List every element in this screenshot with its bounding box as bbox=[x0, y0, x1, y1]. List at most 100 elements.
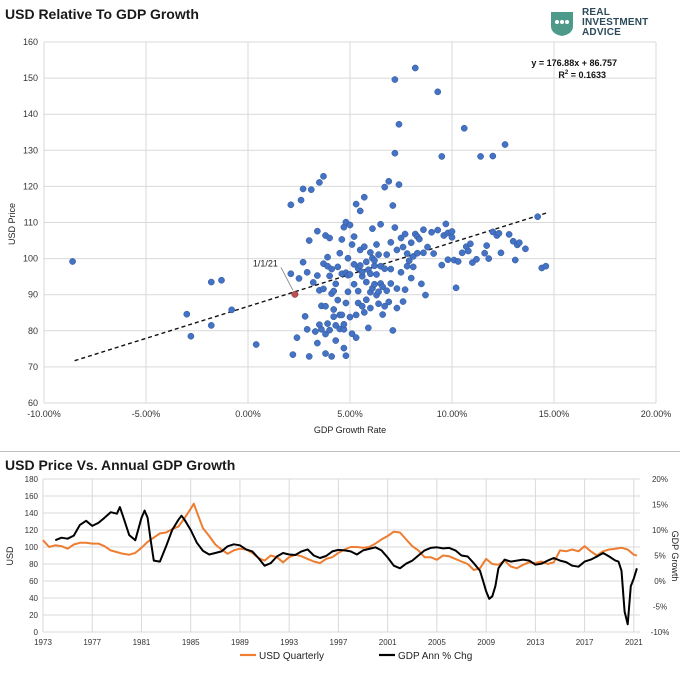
scatter-panel: USD Relative To GDP Growth REAL INVESTME… bbox=[5, 6, 671, 435]
scatter-point bbox=[338, 236, 346, 243]
x-tick-label: 1973 bbox=[34, 638, 52, 647]
scatter-point bbox=[367, 270, 374, 278]
y-tick-label: 40 bbox=[29, 594, 38, 603]
scatter-point bbox=[342, 352, 350, 360]
scatter-point bbox=[354, 287, 362, 295]
scatter-point bbox=[416, 235, 423, 243]
scatter-point bbox=[320, 172, 327, 180]
scatter-point bbox=[511, 256, 519, 264]
scatter-point bbox=[497, 249, 505, 257]
y2-tick-label: 0% bbox=[654, 577, 666, 586]
scatter-point bbox=[438, 153, 446, 160]
scatter-point bbox=[397, 234, 405, 242]
scatter-point bbox=[452, 284, 460, 292]
scatter-point bbox=[428, 228, 435, 236]
scatter-point bbox=[448, 233, 456, 241]
line-chart-title: USD Price Vs. Annual GDP Growth bbox=[5, 457, 236, 473]
scatter-point bbox=[332, 280, 340, 288]
scatter-point bbox=[454, 258, 462, 265]
scatter-point bbox=[407, 274, 415, 282]
scatter-point bbox=[322, 350, 329, 357]
scatter-point bbox=[228, 306, 236, 314]
y-tick-label: 80 bbox=[29, 560, 38, 569]
scatter-point bbox=[409, 263, 417, 271]
scatter-point bbox=[375, 288, 382, 296]
scatter-point bbox=[324, 320, 331, 327]
scatter-point bbox=[407, 239, 415, 247]
x-tick-label: 1977 bbox=[83, 638, 101, 647]
scatter-point bbox=[395, 181, 403, 188]
scatter-point bbox=[383, 287, 391, 295]
scatter-points bbox=[69, 64, 550, 360]
scatter-point bbox=[367, 304, 374, 312]
scatter-point bbox=[287, 270, 295, 278]
scatter-point bbox=[381, 265, 389, 273]
scatter-point bbox=[379, 311, 386, 318]
x-tick-label: 5.00% bbox=[337, 409, 363, 419]
line-chart: 0 20 40 60 80 100 120 140 160 180 -10% -5% 0% 5% 10% 1… bbox=[5, 475, 680, 662]
x-tick-label: -5.00% bbox=[132, 409, 161, 419]
line-y-tick-labels: 0 20 40 60 80 100 120 140 160 180 bbox=[25, 475, 39, 637]
y-tick-label: 100 bbox=[25, 543, 39, 552]
y2-tick-label: 5% bbox=[654, 552, 666, 561]
scatter-point bbox=[387, 280, 395, 287]
x-tick-label: -10.00% bbox=[27, 409, 61, 419]
scatter-point bbox=[218, 276, 225, 284]
scatter-y-axis-label: USD Price bbox=[7, 203, 17, 245]
scatter-point bbox=[340, 344, 348, 352]
scatter-point bbox=[330, 306, 338, 313]
x-tick-label: 2005 bbox=[428, 638, 446, 647]
r-squared-label: R2 = 0.1633 bbox=[558, 70, 606, 80]
scatter-point bbox=[395, 120, 403, 128]
scatter-point bbox=[371, 257, 378, 264]
x-tick-label: 1989 bbox=[231, 638, 249, 647]
y-tick-label: 120 bbox=[23, 181, 38, 191]
y-tick-label: 110 bbox=[24, 218, 38, 228]
y-tick-label: 60 bbox=[28, 398, 38, 408]
scatter-chart: 60 70 80 90 100 110 120 130 140 150 160 -10.00% -5.… bbox=[7, 37, 671, 435]
scatter-point bbox=[326, 272, 333, 280]
scatter-point bbox=[320, 285, 327, 293]
scatter-point bbox=[505, 231, 513, 238]
scatter-point bbox=[413, 249, 421, 257]
scatter-point bbox=[444, 256, 452, 264]
y-tick-label: 20 bbox=[29, 611, 38, 620]
y-tick-label: 120 bbox=[25, 526, 39, 535]
scatter-point bbox=[297, 196, 305, 204]
scatter-x-tick-labels: -10.00% -5.00% 0.00% 5.00% 10.00% 15.00% 20.00… bbox=[27, 409, 671, 419]
scatter-point bbox=[522, 245, 529, 253]
scatter-point bbox=[393, 285, 401, 292]
scatter-point bbox=[434, 88, 442, 96]
scatter-point bbox=[481, 249, 488, 257]
scatter-point bbox=[371, 280, 378, 288]
scatter-point bbox=[401, 286, 409, 293]
scatter-point bbox=[293, 334, 301, 342]
scatter-point bbox=[322, 302, 329, 310]
scatter-point bbox=[314, 339, 321, 347]
scatter-point bbox=[207, 322, 215, 329]
scatter-point bbox=[373, 241, 380, 248]
scatter-point bbox=[399, 298, 407, 305]
y-tick-label: 180 bbox=[25, 475, 39, 484]
scatter-point bbox=[305, 353, 313, 360]
line-gridlines bbox=[42, 478, 640, 633]
scatter-point bbox=[375, 300, 382, 308]
y-tick-label: 140 bbox=[25, 509, 39, 518]
x-tick-label: 10.00% bbox=[437, 409, 468, 419]
scatter-point bbox=[411, 64, 419, 72]
scatter-point bbox=[356, 262, 364, 269]
scatter-point bbox=[352, 200, 360, 208]
legend: USD Quarterly GDP Ann % Chg bbox=[240, 651, 472, 662]
scatter-point bbox=[434, 226, 442, 234]
scatter-point bbox=[399, 243, 407, 251]
scatter-point bbox=[328, 353, 335, 360]
line-panel: USD Price Vs. Annual GDP Growth 0 20 40 60 8… bbox=[0, 452, 680, 668]
scatter-point bbox=[324, 253, 331, 261]
scatter-point bbox=[326, 234, 333, 242]
scatter-point bbox=[305, 237, 313, 244]
scatter-point bbox=[369, 225, 376, 232]
highlighted-point bbox=[291, 290, 299, 298]
scatter-point bbox=[381, 302, 389, 310]
line-y-axis-label: USD bbox=[5, 546, 15, 566]
scatter-point bbox=[393, 246, 401, 254]
